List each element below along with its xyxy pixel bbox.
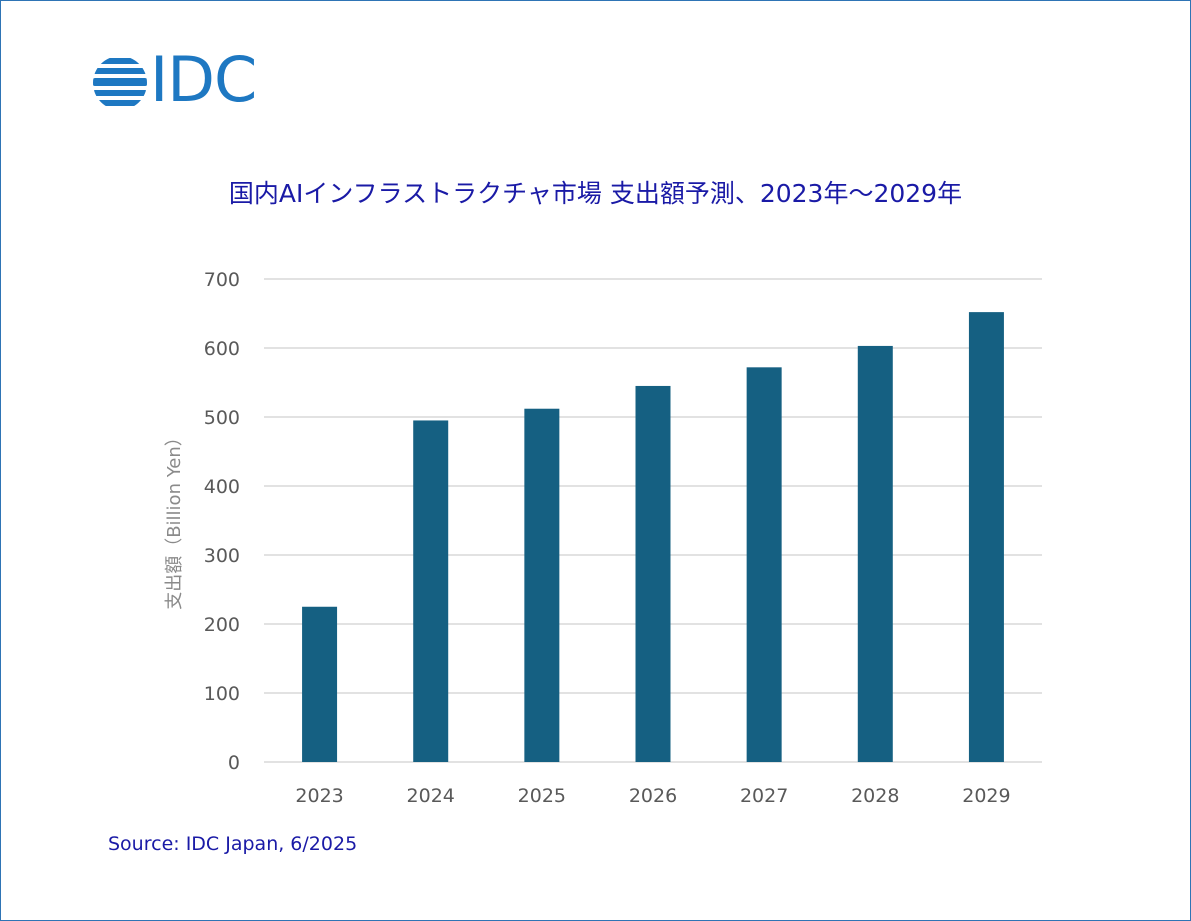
chart-title: 国内AIインフラストラクチャ市場 支出額予測、2023年～2029年 — [228, 179, 963, 208]
x-tick-label: 2024 — [407, 785, 455, 807]
y-tick-label: 600 — [204, 338, 240, 360]
bar-2029 — [968, 312, 1004, 762]
x-tick-label: 2028 — [851, 785, 899, 807]
x-tick-label: 2023 — [295, 785, 343, 807]
y-tick-label: 100 — [204, 683, 240, 705]
idc-logo-globe-icon — [93, 58, 147, 106]
y-tick-label: 700 — [204, 269, 240, 291]
bar-2026 — [635, 385, 671, 762]
x-tick-label: 2026 — [629, 785, 677, 807]
y-tick-label: 400 — [204, 476, 240, 498]
y-tick-label: 200 — [204, 614, 240, 636]
y-tick-label: 0 — [228, 752, 240, 774]
y-tick-label: 300 — [204, 545, 240, 567]
x-tick-label: 2025 — [518, 785, 566, 807]
bar-2027 — [746, 367, 782, 762]
bar-2024 — [413, 420, 449, 762]
y-tick-label: 500 — [204, 407, 240, 429]
bar-2023 — [302, 606, 338, 762]
bar-2028 — [857, 345, 893, 762]
bar-2025 — [524, 408, 560, 762]
idc-logo-wordmark: IDC — [150, 43, 257, 116]
source-note: Source: IDC Japan, 6/2025 — [108, 833, 358, 855]
idc-logo: IDC — [92, 45, 282, 115]
x-tick-label: 2029 — [962, 785, 1010, 807]
x-tick-label: 2027 — [740, 785, 788, 807]
